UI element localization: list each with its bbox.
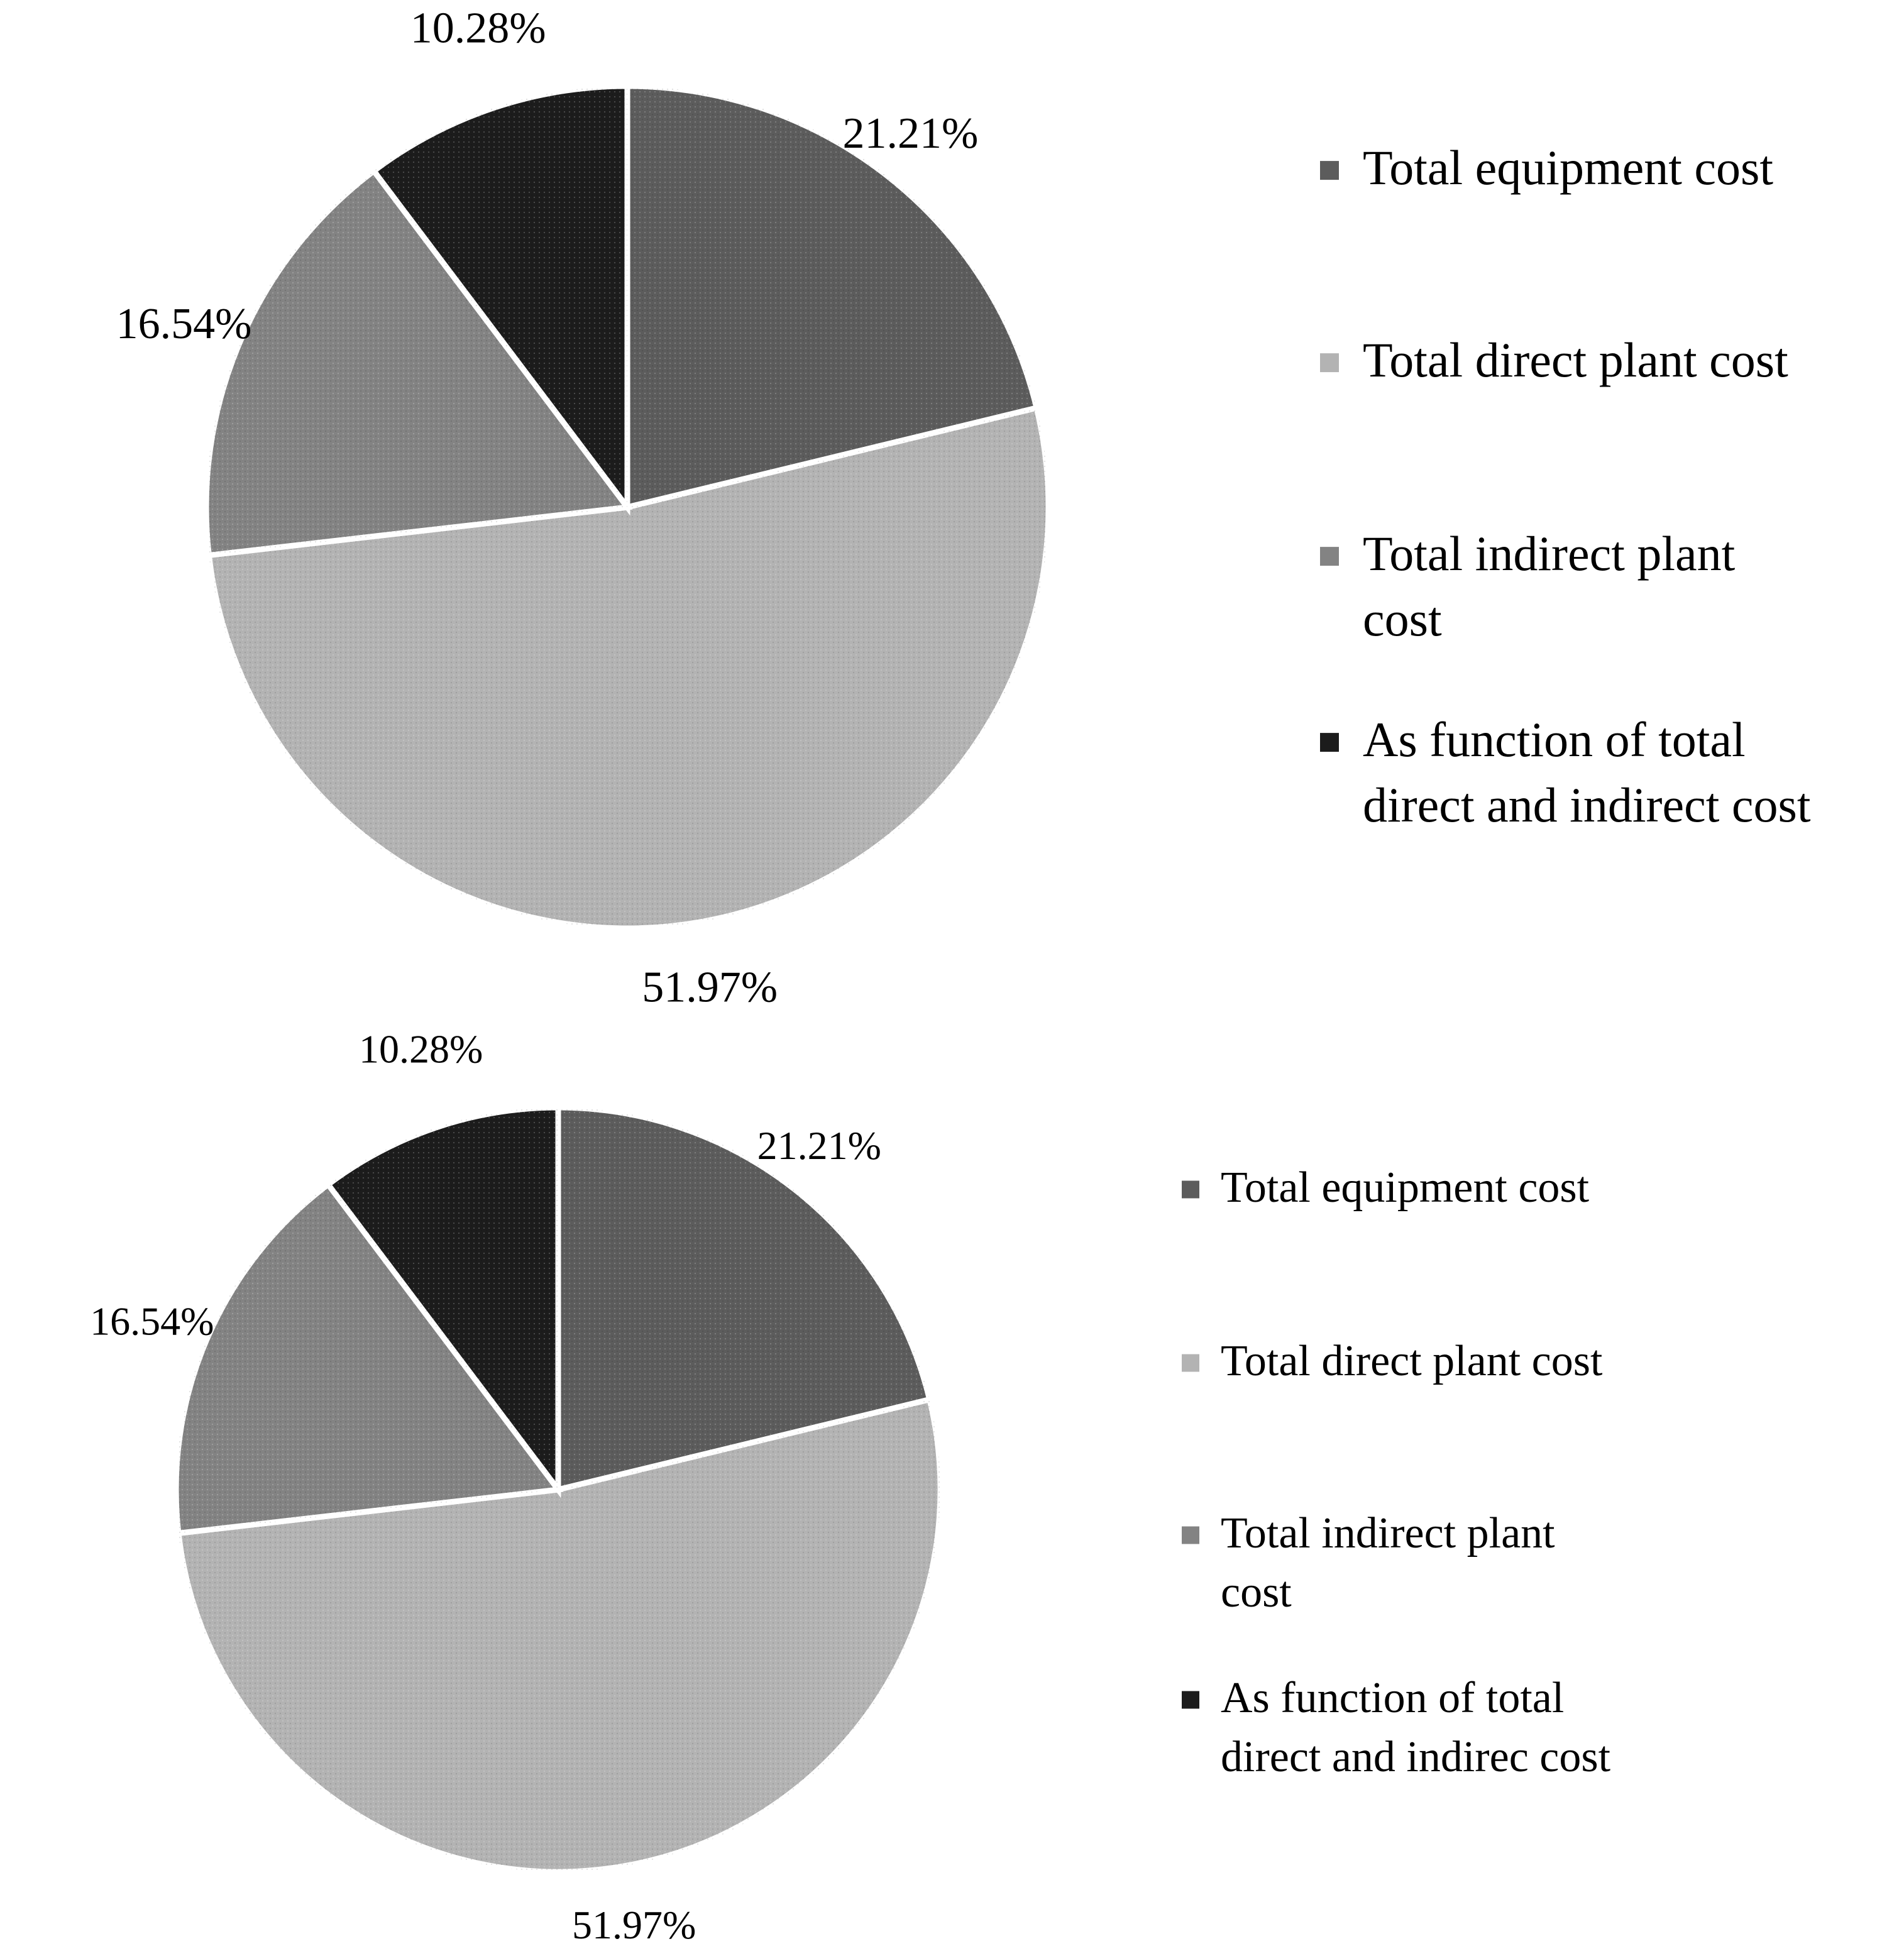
legend-label-as-function-of-total-direct-and-indirect-cost: As function of total — [1363, 712, 1746, 767]
legend-label-total-indirect-plant-cost: Total indirect plant — [1221, 1509, 1555, 1558]
legend-label-as-function-of-total-direct-and-indirect-cost: direct and indirect cost — [1363, 777, 1811, 832]
legend-swatch-as-function-of-total-direct-and-indirect-cost — [1320, 733, 1339, 752]
legend-swatch-total-direct-plant-cost — [1182, 1354, 1199, 1372]
legend-swatch-as-function-of-total-direct-and-indirec-cost — [1182, 1691, 1199, 1709]
data-label-total-direct-plant-cost: 51.97% — [642, 963, 778, 1011]
legend-swatch-total-equipment-cost — [1320, 161, 1339, 180]
legend-label-total-equipment-cost: Total equipment cost — [1221, 1163, 1590, 1212]
data-label-total-direct-plant-cost: 51.97% — [572, 1903, 696, 1947]
legend-label-as-function-of-total-direct-and-indirec-cost: direct and indirec cost — [1221, 1733, 1611, 1781]
legend-label-total-equipment-cost: Total equipment cost — [1363, 140, 1773, 195]
legend-swatch-total-indirect-plant-cost — [1320, 547, 1339, 566]
legend-swatch-total-indirect-plant-cost — [1182, 1526, 1199, 1544]
data-label-total-equipment-cost: 21.21% — [757, 1123, 881, 1168]
legend-swatch-total-equipment-cost — [1182, 1180, 1199, 1199]
legend-label-total-direct-plant-cost: Total direct plant cost — [1221, 1337, 1603, 1385]
legend-label-total-indirect-plant-cost: cost — [1363, 591, 1442, 646]
data-label-total-equipment-cost: 21.21% — [842, 109, 978, 158]
data-label-as-function-of-total-direct-and-indirec-cost: 10.28% — [359, 1026, 483, 1071]
legend-label-total-direct-plant-cost: Total direct plant cost — [1363, 332, 1788, 387]
legend-label-as-function-of-total-direct-and-indirec-cost: As function of total — [1221, 1674, 1564, 1722]
legend-label-total-indirect-plant-cost: Total indirect plant — [1363, 526, 1736, 581]
data-label-as-function-of-total-direct-and-indirect-cost: 10.28% — [410, 4, 546, 53]
bottom-pie-chart: 21.21% 51.97% 16.54% 10.28% Total equipment … — [90, 1026, 1610, 1947]
data-label-total-indirect-plant-cost: 16.54% — [90, 1299, 214, 1343]
data-label-total-indirect-plant-cost: 16.54% — [116, 300, 252, 348]
legend-label-total-indirect-plant-cost: cost — [1221, 1568, 1292, 1617]
legend-swatch-total-direct-plant-cost — [1320, 353, 1339, 373]
top-pie-chart: 21.21% 51.97% 16.54% 10.28% Total equipment … — [116, 4, 1811, 1012]
